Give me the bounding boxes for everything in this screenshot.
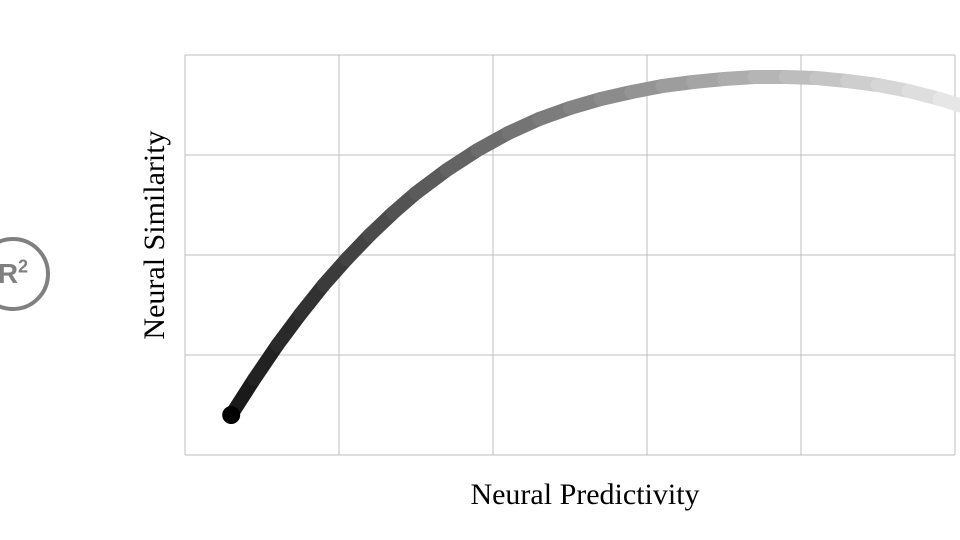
curve-start-marker	[222, 406, 240, 424]
r-squared-label: R2	[0, 258, 28, 290]
chart-curve	[231, 77, 960, 415]
chart-plot	[185, 55, 955, 455]
r-squared-badge: R2	[0, 237, 50, 311]
chart-stage: R2 Neural Similarity Neural Predictivity	[0, 0, 960, 540]
x-axis-label: Neural Predictivity	[470, 478, 699, 512]
y-axis-label: Neural Similarity	[138, 130, 172, 339]
